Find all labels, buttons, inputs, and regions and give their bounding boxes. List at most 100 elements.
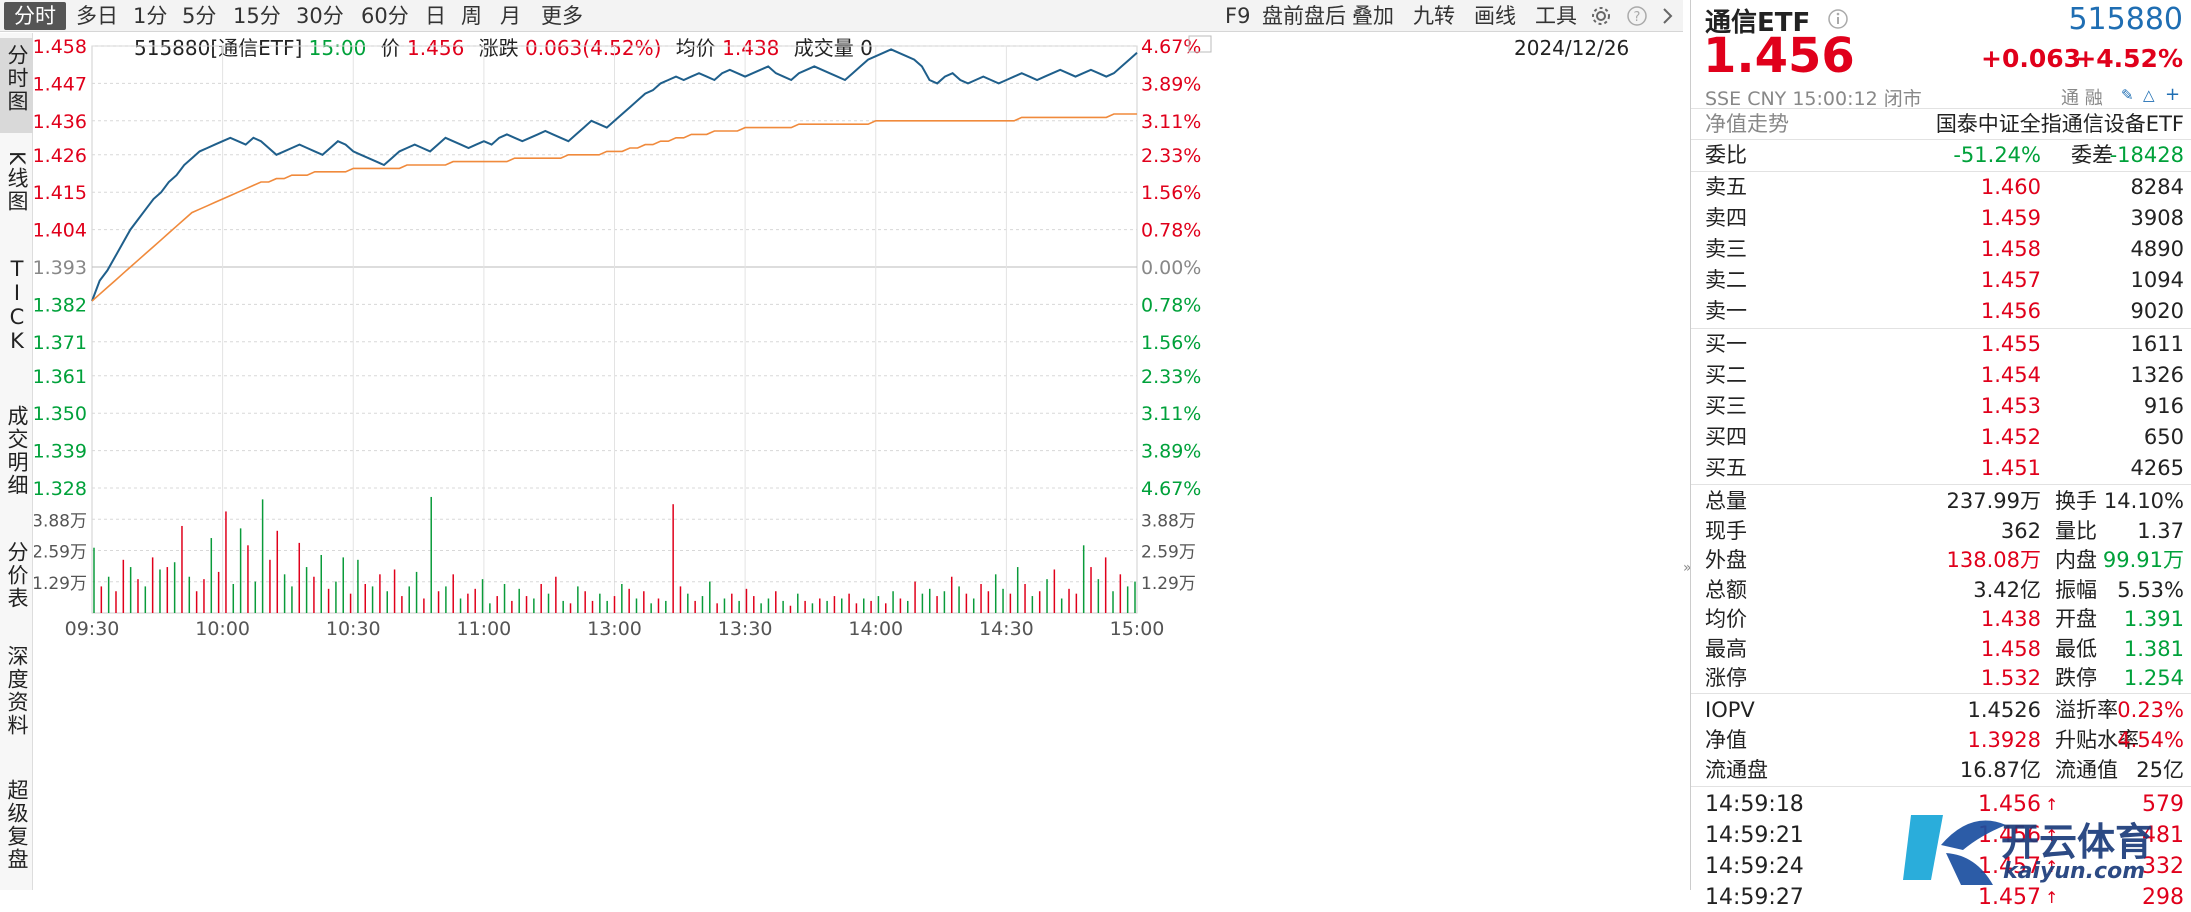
nav-trend-row[interactable]: 净值走势 国泰中证全指通信设备ETF — [1691, 110, 2191, 139]
tick-volume: 481 — [2142, 823, 2184, 848]
stat-label: 内盘 — [2055, 548, 2097, 572]
stats-row: 外盘 138.08万 内盘 99.91万 — [1691, 546, 2191, 575]
f9-button[interactable]: F9 — [1225, 4, 1251, 28]
stat-value: 1.3928 — [1967, 728, 2041, 752]
fund-stats-row: 流通盘 16.87亿 流通值 25亿 — [1691, 756, 2191, 785]
stats-row: 涨停 1.532 跌停 1.254 — [1691, 664, 2191, 693]
y-tick-label: 1.371 — [34, 332, 87, 354]
y-tick-label: 1.415 — [34, 182, 87, 204]
x-tick-label: 14:00 — [848, 618, 903, 640]
price-line — [91, 48, 1138, 302]
stat-value: 1.37 — [2137, 518, 2184, 543]
nine-turn-button[interactable]: 九转 — [1413, 4, 1455, 28]
tick-row[interactable]: 14:59:18 1.456 ↑ 579 — [1691, 790, 2191, 819]
sidebar-item-label: 深度资料 — [5, 645, 29, 737]
market: SSE — [1705, 88, 1742, 110]
tracking-index-name: 国泰中证全指通信设备ETF — [1935, 112, 2184, 136]
stats-row: 现手 362 量比 1.37 — [1691, 517, 2191, 546]
x-tick-label: 10:00 — [195, 618, 250, 640]
weibi-value: -51.24% — [1953, 143, 2041, 167]
sidebar-item-depth-info[interactable]: 深度资料 — [0, 639, 33, 769]
bid-price: 1.453 — [1980, 394, 2041, 418]
chart-info-line: 515880[通信ETF] 15:00 价 1.456 涨跌 0.063(4.5… — [134, 33, 873, 63]
bid-price: 1.455 — [1980, 332, 2041, 356]
y-tick-label: 1.426 — [34, 145, 87, 167]
sidebar-item-trade-detail[interactable]: 成交明细 — [0, 399, 33, 529]
bid-label: 买三 — [1705, 394, 1747, 418]
ask-row[interactable]: 卖四 1.459 3908 — [1691, 204, 2191, 233]
collapse-handle[interactable]: » — [1683, 560, 1692, 576]
x-tick-label: 13:00 — [587, 618, 642, 640]
y-tick-label: 1.404 — [34, 220, 87, 242]
up-arrow-icon: ↑ — [2045, 857, 2059, 876]
x-tick-label: 11:00 — [456, 618, 511, 640]
y-tick-pct-label: 1.56% — [1141, 332, 1201, 354]
x-tick-label: 09:30 — [65, 618, 120, 640]
sidebar-item-label: 分时图 — [5, 44, 29, 113]
up-arrow-icon: ↑ — [2045, 795, 2059, 814]
draw-line-button[interactable]: 画线 — [1474, 4, 1516, 28]
tab-month[interactable]: 月 — [500, 4, 521, 28]
sidebar-item-intraday-chart[interactable]: 分时图 — [0, 38, 33, 133]
bid-row[interactable]: 买二 1.454 1326 — [1691, 361, 2191, 390]
help-icon[interactable]: ? — [1626, 2, 1648, 30]
tab-30min[interactable]: 30分 — [296, 4, 344, 28]
y-tick-pct-label: 3.89% — [1141, 73, 1201, 95]
ask-row[interactable]: 卖一 1.456 9020 — [1691, 297, 2191, 326]
tab-1min[interactable]: 1分 — [133, 4, 168, 28]
stat-value: 138.08万 — [1946, 548, 2041, 572]
sidebar-item-price-table[interactable]: 分价表 — [0, 535, 33, 630]
fund-stats-row: 净值 1.3928 升贴水率 4.54% — [1691, 726, 2191, 755]
ask-row[interactable]: 卖五 1.460 8284 — [1691, 173, 2191, 202]
stat-value: 3.42亿 — [1973, 577, 2041, 602]
ask-label: 卖五 — [1705, 175, 1747, 199]
bid-row[interactable]: 买一 1.455 1611 — [1691, 330, 2191, 359]
nav-trend-link[interactable]: 净值走势 — [1705, 112, 1789, 136]
x-tick-label: 10:30 — [326, 618, 381, 640]
stat-value: 1.4526 — [1967, 698, 2041, 722]
tools-button[interactable]: 工具 — [1535, 4, 1577, 28]
stat-value: 4.54% — [2117, 728, 2184, 752]
sidebar-item-label: 分价表 — [5, 541, 29, 610]
bid-row[interactable]: 买三 1.453 916 — [1691, 392, 2191, 421]
security-code: 515880 — [2068, 2, 2183, 37]
sidebar-item-kline[interactable]: K线图 — [0, 145, 33, 240]
y-tick-pct-label: 4.67% — [1141, 478, 1201, 500]
sidebar-item-tick[interactable]: TICK — [0, 251, 33, 391]
tab-5min[interactable]: 5分 — [182, 4, 217, 28]
add-icon[interactable]: + — [2165, 84, 2181, 105]
tab-60min[interactable]: 60分 — [361, 4, 409, 28]
alert-icon[interactable]: △ — [2143, 86, 2155, 104]
ask-row[interactable]: 卖二 1.457 1094 — [1691, 266, 2191, 295]
bid-row[interactable]: 买四 1.452 650 — [1691, 423, 2191, 452]
stat-value: 1.254 — [2123, 666, 2184, 690]
premarket-button[interactable]: 盘前盘后 — [1262, 4, 1346, 28]
tick-time: 14:59:24 — [1705, 854, 1804, 879]
stat-value: 14.10% — [2103, 489, 2184, 513]
ask-row[interactable]: 卖三 1.458 4890 — [1691, 235, 2191, 264]
volume-tick-label: 3.88万 — [1141, 511, 1196, 531]
tab-day[interactable]: 日 — [425, 4, 446, 28]
tab-intraday[interactable]: 分时 — [4, 2, 66, 30]
tab-week[interactable]: 周 — [461, 4, 482, 28]
stat-label: 流通值 — [2055, 758, 2118, 782]
intraday-chart[interactable]: 515880[通信ETF] 15:00 价 1.456 涨跌 0.063(4.5… — [34, 33, 1683, 890]
chevron-right-icon[interactable] — [1660, 2, 1676, 30]
info-icon[interactable] — [1827, 8, 1849, 34]
gear-icon[interactable] — [1590, 2, 1612, 30]
stat-label: 量比 — [2055, 518, 2097, 543]
tick-row[interactable]: 14:59:21 1.456 ↑ 481 — [1691, 821, 2191, 850]
view-sidebar: 分时图 K线图 TICK 成交明细 分价表 深度资料 超级复盘 — [0, 33, 33, 890]
tab-multi-day[interactable]: 多日 — [76, 4, 118, 28]
stats-row: 总量 237.99万 换手 14.10% — [1691, 487, 2191, 516]
last-price: 1.456 — [1703, 28, 1855, 84]
tab-more[interactable]: 更多 — [541, 4, 583, 28]
bid-row[interactable]: 买五 1.451 4265 — [1691, 454, 2191, 483]
stat-label: 最高 — [1705, 636, 1747, 661]
edit-icon[interactable]: ✎ — [2121, 86, 2134, 104]
tab-15min[interactable]: 15分 — [233, 4, 281, 28]
overlay-button[interactable]: 叠加 — [1352, 4, 1394, 28]
sidebar-item-super-review[interactable]: 超级复盘 — [0, 773, 33, 890]
tick-row[interactable]: 14:59:24 1.457 ↑ 332 — [1691, 852, 2191, 881]
stat-label: 净值 — [1705, 728, 1747, 752]
